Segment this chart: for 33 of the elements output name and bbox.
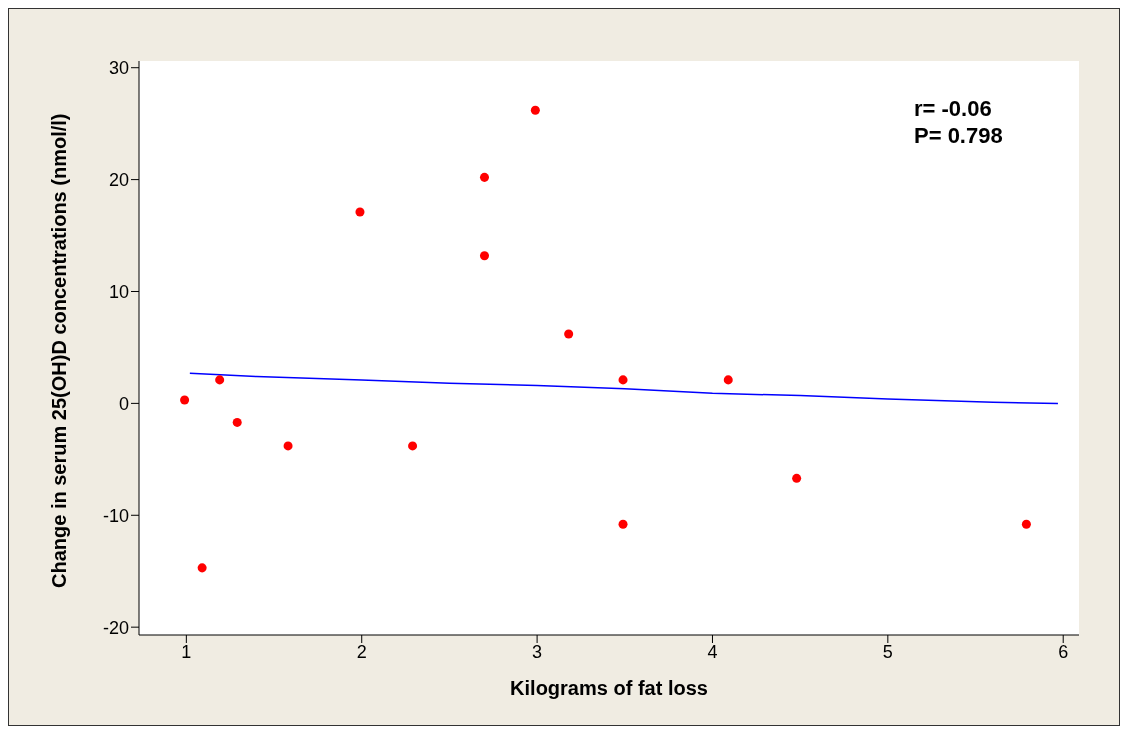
x-tick-label: 6 xyxy=(1058,641,1069,662)
y-axis-title: Change in serum 25(OH)D concentrations (nmol/l) xyxy=(48,113,71,588)
x-tick-label: 1 xyxy=(181,641,192,662)
annotation: r= -0.06 xyxy=(914,95,993,122)
x-axis-title: Kilograms of fat loss xyxy=(510,677,708,699)
x-tick-label: 3 xyxy=(532,641,543,662)
point xyxy=(564,329,574,339)
point xyxy=(479,172,489,182)
x-tick-label: 4 xyxy=(707,641,718,662)
point xyxy=(408,441,418,451)
annotation: P= 0.798 xyxy=(914,122,1003,149)
y-tick-label: 30 xyxy=(108,58,129,79)
point xyxy=(1021,519,1031,529)
point xyxy=(792,473,802,483)
point xyxy=(618,375,628,385)
point xyxy=(215,375,225,385)
y-tick-label: -20 xyxy=(102,617,129,638)
y-tick-label: 10 xyxy=(108,281,129,302)
y-tick-label: 0 xyxy=(118,393,129,414)
point xyxy=(530,105,540,115)
y-tick-label: -10 xyxy=(102,505,129,526)
point xyxy=(232,417,242,427)
point xyxy=(283,441,293,451)
line-series xyxy=(189,372,1059,405)
point xyxy=(197,563,207,573)
point xyxy=(355,207,365,217)
point xyxy=(180,395,190,405)
point xyxy=(723,375,733,385)
x-tick-label: 5 xyxy=(882,641,893,662)
x-tick-label: 2 xyxy=(356,641,367,662)
point xyxy=(479,251,489,261)
point xyxy=(618,519,628,529)
y-tick-label: 20 xyxy=(108,169,129,190)
